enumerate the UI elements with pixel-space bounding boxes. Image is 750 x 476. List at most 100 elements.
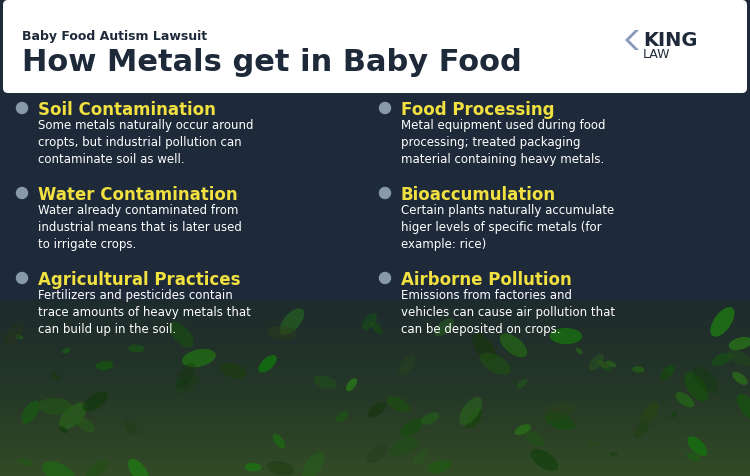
Bar [0, 350, 750, 351]
Bar [0, 305, 750, 306]
Ellipse shape [76, 417, 95, 432]
Bar [0, 309, 750, 310]
Text: Food Processing: Food Processing [401, 101, 554, 119]
Ellipse shape [640, 402, 659, 426]
Bar [0, 449, 750, 450]
Bar [0, 342, 750, 343]
Bar [0, 304, 750, 305]
Bar [0, 387, 750, 388]
Bar [0, 354, 750, 355]
Bar [0, 425, 750, 426]
Ellipse shape [86, 460, 108, 476]
Bar [0, 347, 750, 348]
Bar [0, 396, 750, 397]
Ellipse shape [267, 461, 295, 476]
Ellipse shape [597, 360, 608, 368]
Bar [0, 343, 750, 344]
Bar [0, 311, 750, 312]
Bar [0, 340, 750, 341]
Text: LAW: LAW [643, 48, 670, 61]
Bar [0, 427, 750, 428]
Ellipse shape [15, 334, 23, 339]
Bar [0, 472, 750, 473]
Bar [0, 300, 750, 301]
Bar [0, 444, 750, 445]
Bar [0, 368, 750, 369]
Ellipse shape [169, 321, 194, 347]
Bar [0, 464, 750, 465]
Ellipse shape [693, 367, 719, 394]
Bar [0, 399, 750, 400]
Bar [0, 351, 750, 352]
Bar [0, 430, 750, 431]
Bar [0, 397, 750, 398]
Bar [0, 339, 750, 340]
Bar [0, 440, 750, 441]
Bar [0, 366, 750, 367]
Ellipse shape [732, 372, 748, 385]
Bar [0, 437, 750, 438]
Bar [0, 341, 750, 342]
Ellipse shape [427, 460, 451, 473]
Ellipse shape [268, 326, 296, 340]
Bar [0, 375, 750, 376]
Bar [0, 388, 750, 389]
Bar [0, 445, 750, 446]
Bar [0, 337, 750, 338]
Bar [0, 414, 750, 415]
Bar [0, 384, 750, 385]
Bar [0, 355, 750, 356]
Ellipse shape [661, 365, 674, 380]
Bar [0, 408, 750, 409]
Bar [0, 410, 750, 411]
Ellipse shape [589, 441, 599, 446]
Bar [0, 411, 750, 412]
Ellipse shape [687, 436, 707, 456]
Ellipse shape [589, 354, 604, 370]
Bar [0, 314, 750, 315]
Bar [0, 386, 750, 387]
Bar [0, 348, 750, 349]
Bar [0, 438, 750, 439]
Ellipse shape [4, 324, 23, 346]
Text: Emissions from factories and
vehicles can cause air pollution that
can be deposi: Emissions from factories and vehicles ca… [401, 289, 615, 336]
Ellipse shape [400, 419, 423, 437]
Bar [0, 441, 750, 442]
Bar [0, 370, 750, 371]
Ellipse shape [220, 363, 247, 378]
Text: Water Contamination: Water Contamination [38, 186, 238, 204]
Bar [0, 317, 750, 318]
Bar [0, 319, 750, 320]
Bar [0, 380, 750, 381]
Bar [0, 322, 750, 323]
Bar [0, 428, 750, 429]
Bar [0, 336, 750, 337]
Bar [0, 451, 750, 452]
Bar [0, 452, 750, 453]
Circle shape [16, 272, 28, 284]
Ellipse shape [51, 372, 60, 380]
Ellipse shape [500, 333, 527, 357]
Ellipse shape [59, 403, 87, 429]
Bar [0, 329, 750, 330]
Polygon shape [625, 30, 639, 50]
Bar [0, 458, 750, 459]
Bar [0, 302, 750, 303]
Bar [0, 439, 750, 440]
Bar [0, 385, 750, 386]
Text: Airborne Pollution: Airborne Pollution [401, 271, 572, 289]
Bar [0, 367, 750, 368]
Bar [0, 308, 750, 309]
Bar [0, 357, 750, 358]
Bar [0, 358, 750, 359]
Bar [0, 455, 750, 456]
Bar [0, 303, 750, 304]
Circle shape [380, 102, 391, 113]
Bar [0, 398, 750, 399]
Ellipse shape [480, 353, 511, 375]
Bar [0, 475, 750, 476]
Ellipse shape [530, 449, 559, 471]
Ellipse shape [550, 328, 582, 344]
Bar [0, 413, 750, 414]
Ellipse shape [302, 452, 325, 476]
